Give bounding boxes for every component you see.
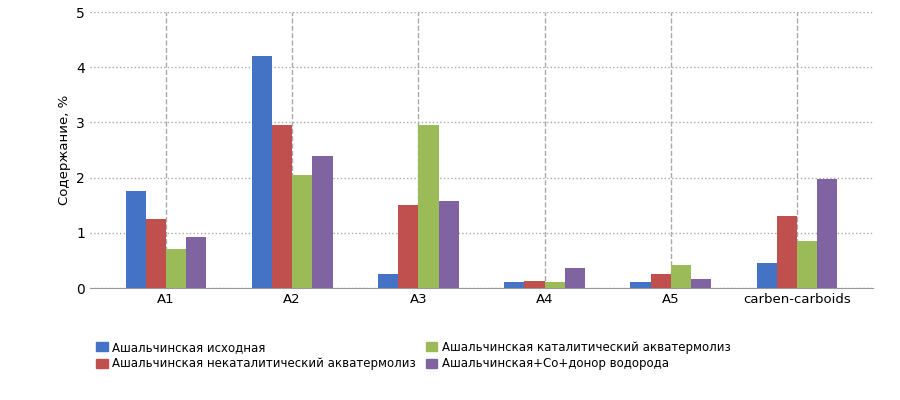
Bar [418, 125, 438, 288]
Bar [146, 219, 166, 288]
Bar [544, 282, 565, 288]
Bar [438, 201, 459, 288]
Bar [504, 282, 525, 288]
Bar [166, 249, 186, 288]
Bar [651, 274, 670, 288]
Bar [126, 191, 146, 288]
Bar [817, 179, 837, 288]
Bar [525, 281, 544, 288]
Y-axis label: Содержание, %: Содержание, % [58, 95, 71, 205]
Bar [398, 205, 418, 288]
Bar [670, 265, 691, 288]
Bar [565, 268, 585, 288]
Bar [757, 263, 777, 288]
Bar [378, 274, 398, 288]
Bar [777, 216, 797, 288]
Bar [312, 156, 333, 288]
Bar [292, 175, 312, 288]
Bar [630, 282, 651, 288]
Legend: Ашальчинская исходная, Ашальчинская некаталитический акватермолиз, Ашальчинская : Ашальчинская исходная, Ашальчинская нека… [96, 341, 731, 370]
Bar [797, 241, 817, 288]
Bar [252, 56, 272, 288]
Bar [186, 237, 206, 288]
Bar [691, 279, 711, 288]
Bar [272, 125, 292, 288]
